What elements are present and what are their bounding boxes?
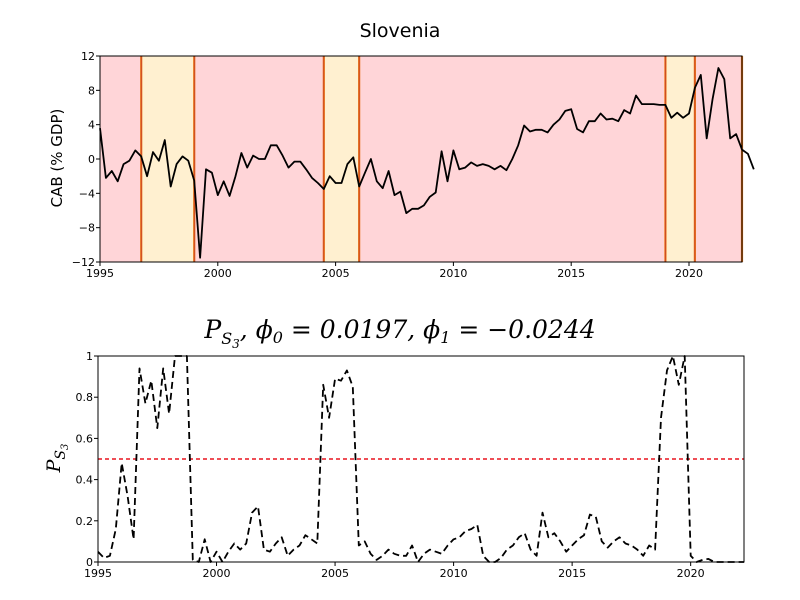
regime-band-0: [100, 56, 142, 262]
ylabel-sub-3: 3: [60, 444, 71, 450]
cab-y-tick-label--4: −4: [79, 187, 95, 200]
cab-series-line: [99, 67, 755, 259]
ylabel-p: P: [43, 458, 65, 473]
probability-x-tick-label-2005: 2005: [321, 567, 349, 580]
cab-x-tick-label-1995: 1995: [86, 267, 114, 280]
cab-y-tick-label-0: 0: [88, 153, 95, 166]
cab-x-tick-label-2000: 2000: [204, 267, 232, 280]
regime-band-5: [665, 56, 695, 262]
title-sub-s: S: [221, 329, 232, 348]
probability-plot-frame: [97, 355, 745, 563]
probability-y-tick-label-4: 0.8: [76, 391, 94, 404]
probability-y-tick-label-0: 0: [86, 556, 93, 569]
probability-y-tick-label-2: 0.4: [76, 474, 94, 487]
probability-y-axis-label: PS3: [43, 444, 71, 474]
title-phi0-value: = 0.0197, ϕ: [283, 315, 440, 344]
probability-y-tick-label-5: 1: [86, 350, 93, 363]
regime-shading: [100, 56, 742, 262]
cab-x-tick-label-2010: 2010: [439, 267, 467, 280]
title-phi1-value: = −0.0244: [450, 315, 595, 344]
cab-x-axis: 1995 2000 2005 2010 2015 2020: [86, 262, 703, 280]
cab-x-tick-label-2015: 2015: [557, 267, 585, 280]
title-p: P: [203, 315, 222, 344]
probability-x-tick-label-2015: 2015: [558, 567, 586, 580]
probability-x-tick-label-1995: 1995: [84, 567, 112, 580]
cab-x-tick-label-2005: 2005: [322, 267, 350, 280]
probability-x-axis: 1995 2000 2005 2010 2015 2020: [84, 562, 705, 580]
probability-y-tick-label-1: 0.2: [76, 515, 94, 528]
ylabel-sub-s: S: [53, 450, 69, 460]
probability-chart-title: PS3, ϕ0 = 0.0197, ϕ1 = −0.0244: [203, 315, 595, 351]
probability-x-tick-label-2010: 2010: [440, 567, 468, 580]
title-phi1-sub: 1: [440, 328, 450, 347]
cab-x-tick-label-2020: 2020: [675, 267, 703, 280]
cab-y-tick-label-8: 8: [88, 84, 95, 97]
probability-x-tick-label-2000: 2000: [203, 567, 231, 580]
cab-chart: Slovenia 1995 2000 2005 2010 2015 2020 −12−8−…: [48, 20, 755, 280]
cab-y-tick-label-4: 4: [88, 119, 95, 132]
cab-y-tick-label-12: 12: [81, 50, 95, 63]
probability-series-line: [97, 355, 744, 563]
title-phi0: , ϕ: [240, 315, 273, 344]
probability-chart: PS3, ϕ0 = 0.0197, ϕ1 = −0.0244 1995 2000 2…: [43, 315, 745, 580]
cab-y-axis: −12 −8 −4 0 4 8 12: [72, 50, 100, 269]
probability-y-axis: 0 0.2 0.4 0.6 0.8 1: [76, 350, 98, 569]
cab-y-tick-label--8: −8: [79, 222, 95, 235]
probability-y-tick-label-3: 0.6: [76, 432, 94, 445]
probability-x-tick-label-2020: 2020: [677, 567, 705, 580]
title-phi0-sub: 0: [273, 328, 283, 347]
cab-y-tick-label--12: −12: [72, 256, 95, 269]
cab-chart-title: Slovenia: [360, 20, 441, 42]
title-sub-3: 3: [232, 337, 240, 351]
cab-y-axis-label: CAB (% GDP): [48, 109, 66, 208]
